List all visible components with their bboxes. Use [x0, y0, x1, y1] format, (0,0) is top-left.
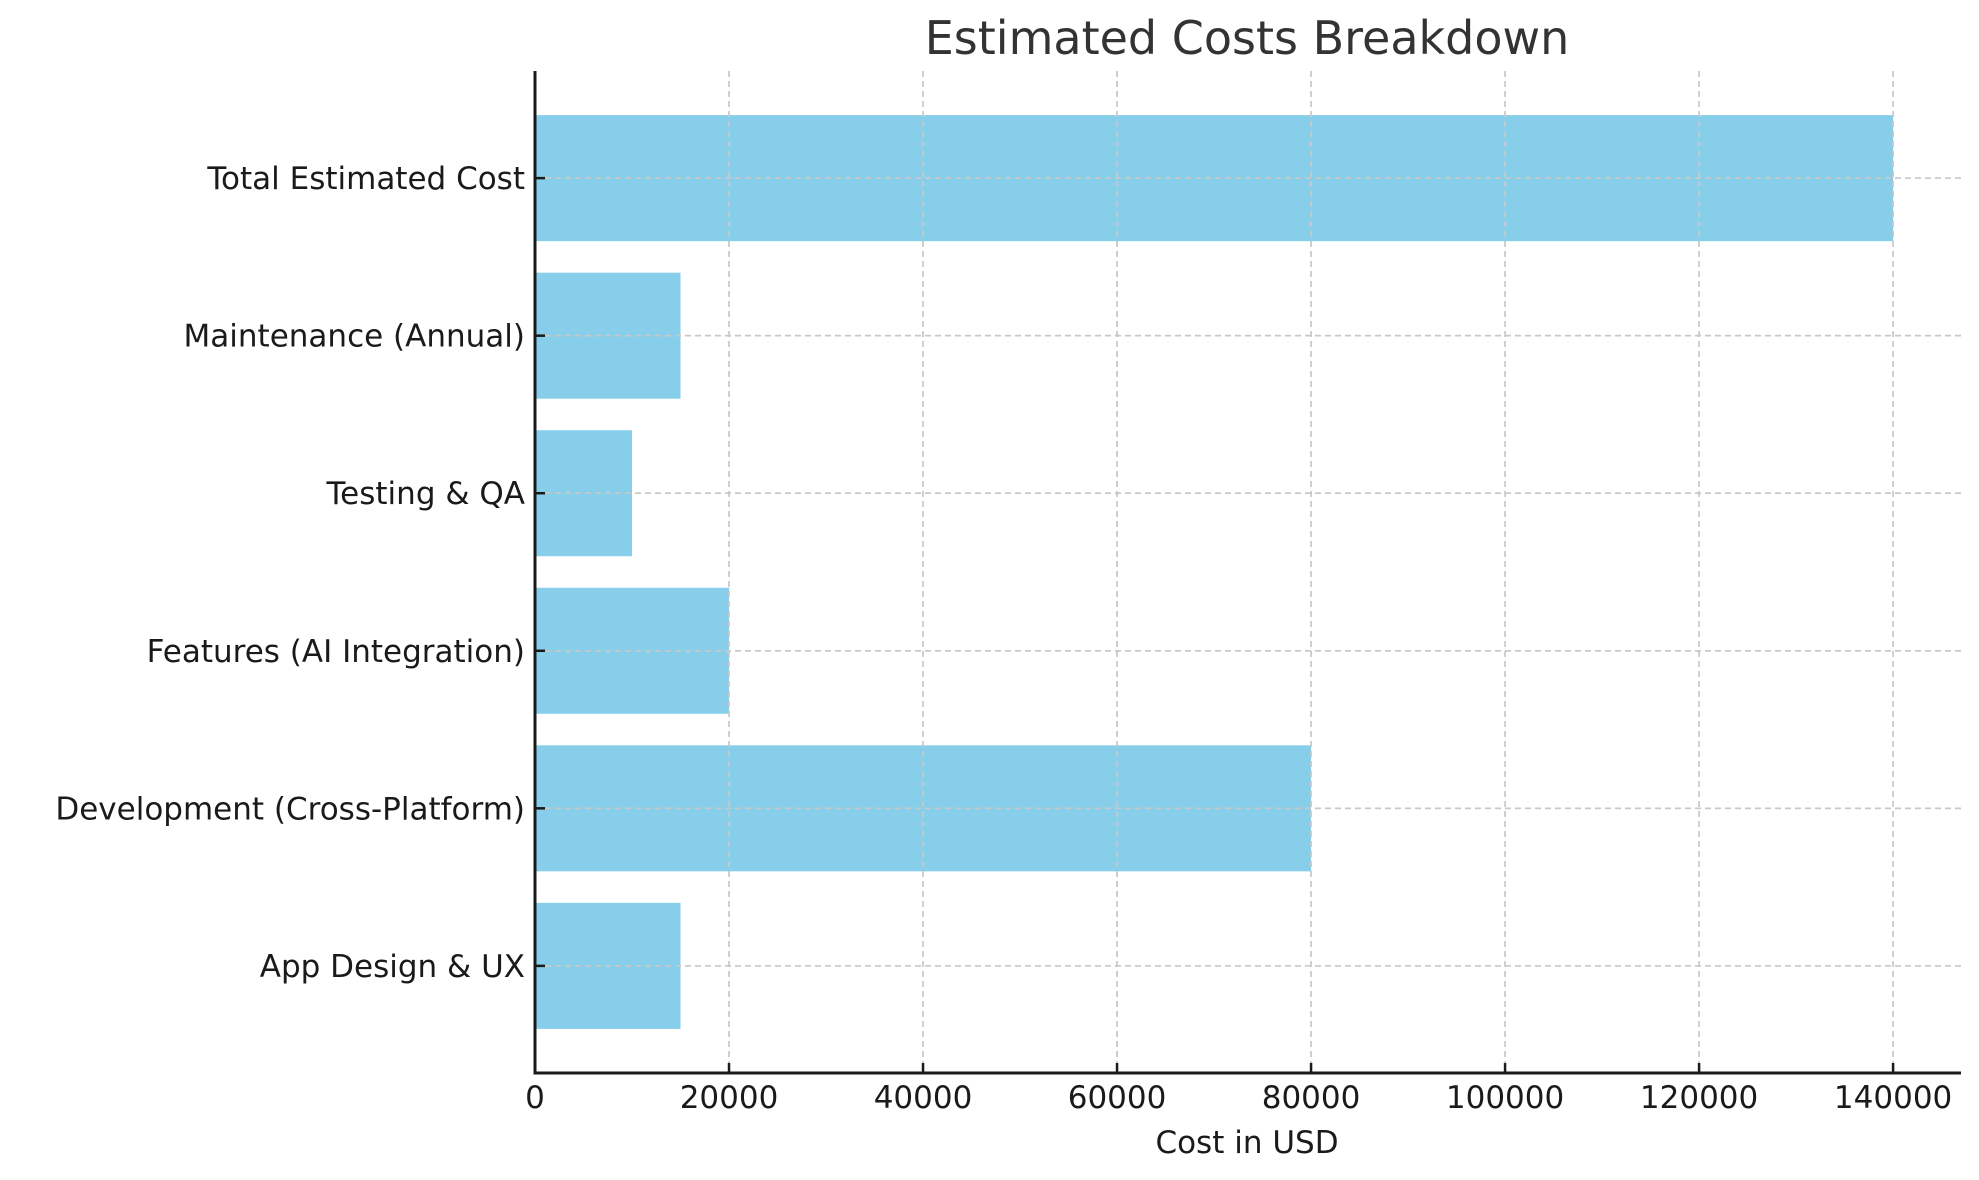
y-tick-label: Total Estimated Cost	[206, 161, 525, 197]
grid-layer	[535, 71, 1961, 1073]
x-tick-label: 60000	[1068, 1080, 1167, 1116]
y-tick-label: Development (Cross-Platform)	[55, 791, 525, 827]
x-tick-label: 0	[525, 1080, 545, 1116]
y-tick-label: Testing & QA	[326, 476, 525, 512]
x-tick-label: 80000	[1262, 1080, 1361, 1116]
y-tick-label: Features (AI Integration)	[147, 634, 525, 670]
x-tick-label: 100000	[1446, 1080, 1564, 1116]
ticks-layer: App Design & UX Development (Cross-Platfo…	[55, 161, 1952, 1116]
x-tick-label: 20000	[680, 1080, 779, 1116]
x-axis-label: Cost in USD	[1155, 1125, 1338, 1161]
x-tick-label: 140000	[1834, 1080, 1952, 1116]
y-tick-label: App Design & UX	[260, 949, 525, 985]
x-tick-label: 120000	[1640, 1080, 1758, 1116]
y-tick-label: Maintenance (Annual)	[184, 319, 525, 355]
x-tick-label: 40000	[874, 1080, 973, 1116]
chart-title: Estimated Costs Breakdown	[925, 11, 1570, 65]
axes-layer	[533, 71, 1961, 1075]
